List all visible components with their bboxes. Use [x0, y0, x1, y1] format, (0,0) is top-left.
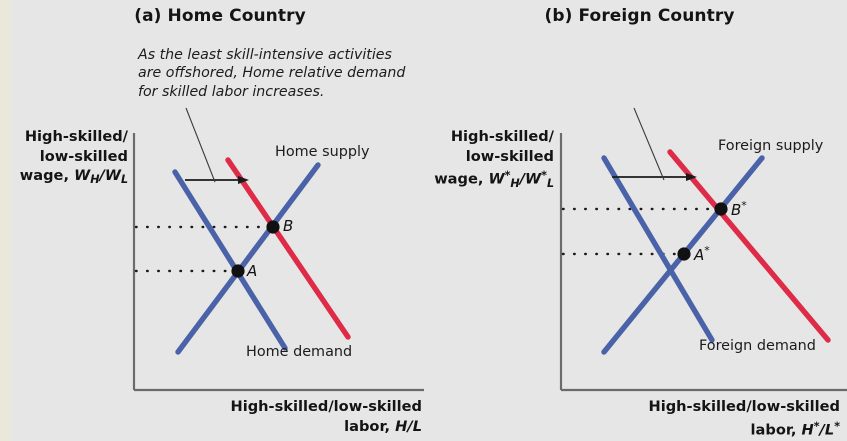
panel-b-y-sub-num: H — [510, 176, 520, 190]
panel-a-leader-line — [185, 107, 216, 183]
point-A-star — [677, 247, 691, 261]
panel-b-y-sub-den: L — [546, 176, 554, 190]
foreign-demand-shifted-curve — [667, 149, 831, 343]
panel-a-title: (a) Home Country — [134, 6, 306, 26]
panel-b-dotted-wage-lines — [561, 207, 718, 256]
point-B-star-label: B* — [731, 199, 747, 219]
panel-b-y-var-num: W — [488, 170, 505, 188]
panel-b-equilibrium-points — [677, 202, 728, 261]
page-edge-strip — [0, 0, 11, 441]
home-supply-label: Home supply — [275, 144, 370, 160]
panel-a-dotted-wage-lines — [134, 225, 270, 273]
point-B-label: B — [283, 217, 294, 235]
panel-a-x-label-line1: High-skilled/low-skilled — [230, 398, 423, 415]
panel-b-y-label-line2: low-skilled — [465, 147, 554, 165]
panel-b-y-var-den: W — [525, 170, 542, 188]
panel-a-y-label-line2: low-skilled — [39, 147, 128, 165]
panel-a-y-label-line3: wage, — [19, 167, 75, 184]
panel-foreign-country: (b) Foreign Country New offshored tasks … — [424, 0, 847, 441]
point-B-star — [714, 202, 728, 216]
panel-a-axes — [132, 133, 424, 392]
panel-a-y-var-den: W — [104, 167, 121, 184]
panel-b-x-var-den: L — [824, 421, 835, 439]
panel-b-x-var-num: H — [801, 421, 814, 439]
point-A-label: A — [247, 262, 258, 280]
panel-a-x-var-num: H — [395, 417, 408, 435]
panel-b-y-label-line3: wage, — [434, 170, 489, 188]
panel-b-leader-line — [633, 107, 665, 181]
panel-home-country: (a) Home Country As the least skill-inte… — [19, 6, 423, 435]
panel-a-equilibrium-points — [231, 220, 280, 278]
panel-a-y-sub-num: H — [90, 173, 100, 187]
home-demand-shifted-curve — [225, 157, 351, 340]
panel-a-x-label-line2: labor, — [344, 417, 396, 435]
panel-b-x-label-line1: High-skilled/low-skilled — [648, 398, 841, 415]
panel-a-y-axis-label: High-skilled/ low-skilled wage, WH/WL — [19, 128, 128, 187]
panel-b-shift-arrow — [612, 173, 697, 181]
panel-b-x-label-line2: labor, — [750, 421, 802, 439]
home-demand-label: Home demand — [246, 344, 353, 360]
home-demand-curve — [172, 169, 288, 351]
panel-b-title: (b) Foreign Country — [544, 6, 735, 26]
point-A — [231, 264, 245, 278]
panel-a-y-var-num: W — [74, 167, 91, 184]
panel-a-x-var-den: L — [412, 417, 422, 435]
foreign-supply-label: Foreign supply — [718, 138, 824, 154]
panel-a-shift-arrow — [185, 176, 249, 184]
panel-b-y-label-line1: High-skilled/ — [450, 128, 554, 145]
panel-a-annotation: As the least skill-intensive activities … — [138, 47, 406, 100]
point-B — [266, 220, 280, 234]
panel-b-x-axis-label: High-skilled/low-skilled labor, H*/L* — [648, 398, 841, 439]
panel-a-y-label-line1: High-skilled/ — [24, 128, 128, 145]
point-A-star-label: A* — [694, 244, 710, 264]
panel-a-curves — [172, 157, 351, 355]
panel-b-axes — [559, 133, 847, 392]
point-B-star-letter: B — [731, 201, 742, 219]
foreign-demand-curve — [601, 155, 715, 343]
panel-b-y-axis-label: High-skilled/ low-skilled wage, W*H/W*L — [434, 128, 554, 190]
home-supply-curve — [175, 162, 321, 355]
foreign-demand-label: Foreign demand — [699, 338, 816, 354]
panel-a-x-axis-label: High-skilled/low-skilled labor, H/L — [230, 398, 423, 435]
panel-a-y-sub-den: L — [120, 173, 128, 187]
point-A-star-letter: A — [694, 246, 705, 264]
